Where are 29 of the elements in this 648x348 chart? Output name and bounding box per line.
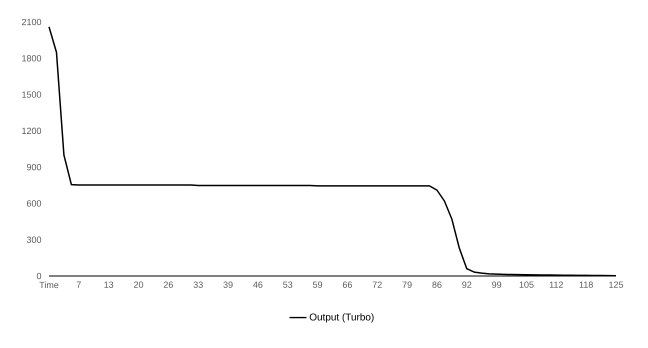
x-tick-label: 112	[550, 282, 564, 288]
x-tick-label: 72	[372, 282, 382, 288]
x-tick-label: 53	[283, 282, 292, 288]
x-tick-label: 7	[76, 282, 81, 288]
x-tick-label: 46	[253, 282, 262, 288]
x-tick-label: 20	[134, 282, 144, 288]
legend-label: Output (Turbo)	[310, 313, 374, 322]
x-tick-label: Time	[39, 282, 58, 288]
y-tick-label: 300	[26, 236, 42, 243]
y-tick-label: 600	[26, 200, 42, 207]
y-tick-label: 0	[36, 272, 42, 280]
x-tick-label: 13	[104, 282, 114, 288]
y-tick-label: 1200	[22, 128, 42, 134]
x-tick-label: 86	[432, 282, 442, 288]
x-tick-label: 66	[342, 282, 352, 288]
x-tick-label: 39	[223, 282, 233, 288]
y-tick-label: 900	[26, 164, 42, 170]
x-tick-label: 118	[580, 282, 593, 288]
x-tick-label: 99	[492, 282, 502, 288]
y-tick-label: 1500	[22, 91, 42, 98]
x-tick-label: 125	[609, 282, 624, 288]
x-tick-label: 79	[402, 282, 412, 288]
x-tick-label: 26	[164, 282, 173, 288]
x-tick-label: 105	[520, 282, 534, 288]
x-tick-label: 33	[194, 282, 203, 288]
x-tick-label: 59	[312, 282, 322, 288]
x-tick-label: 92	[462, 282, 472, 288]
y-tick-label: 2100	[22, 18, 42, 26]
y-tick-label: 1800	[22, 55, 42, 62]
